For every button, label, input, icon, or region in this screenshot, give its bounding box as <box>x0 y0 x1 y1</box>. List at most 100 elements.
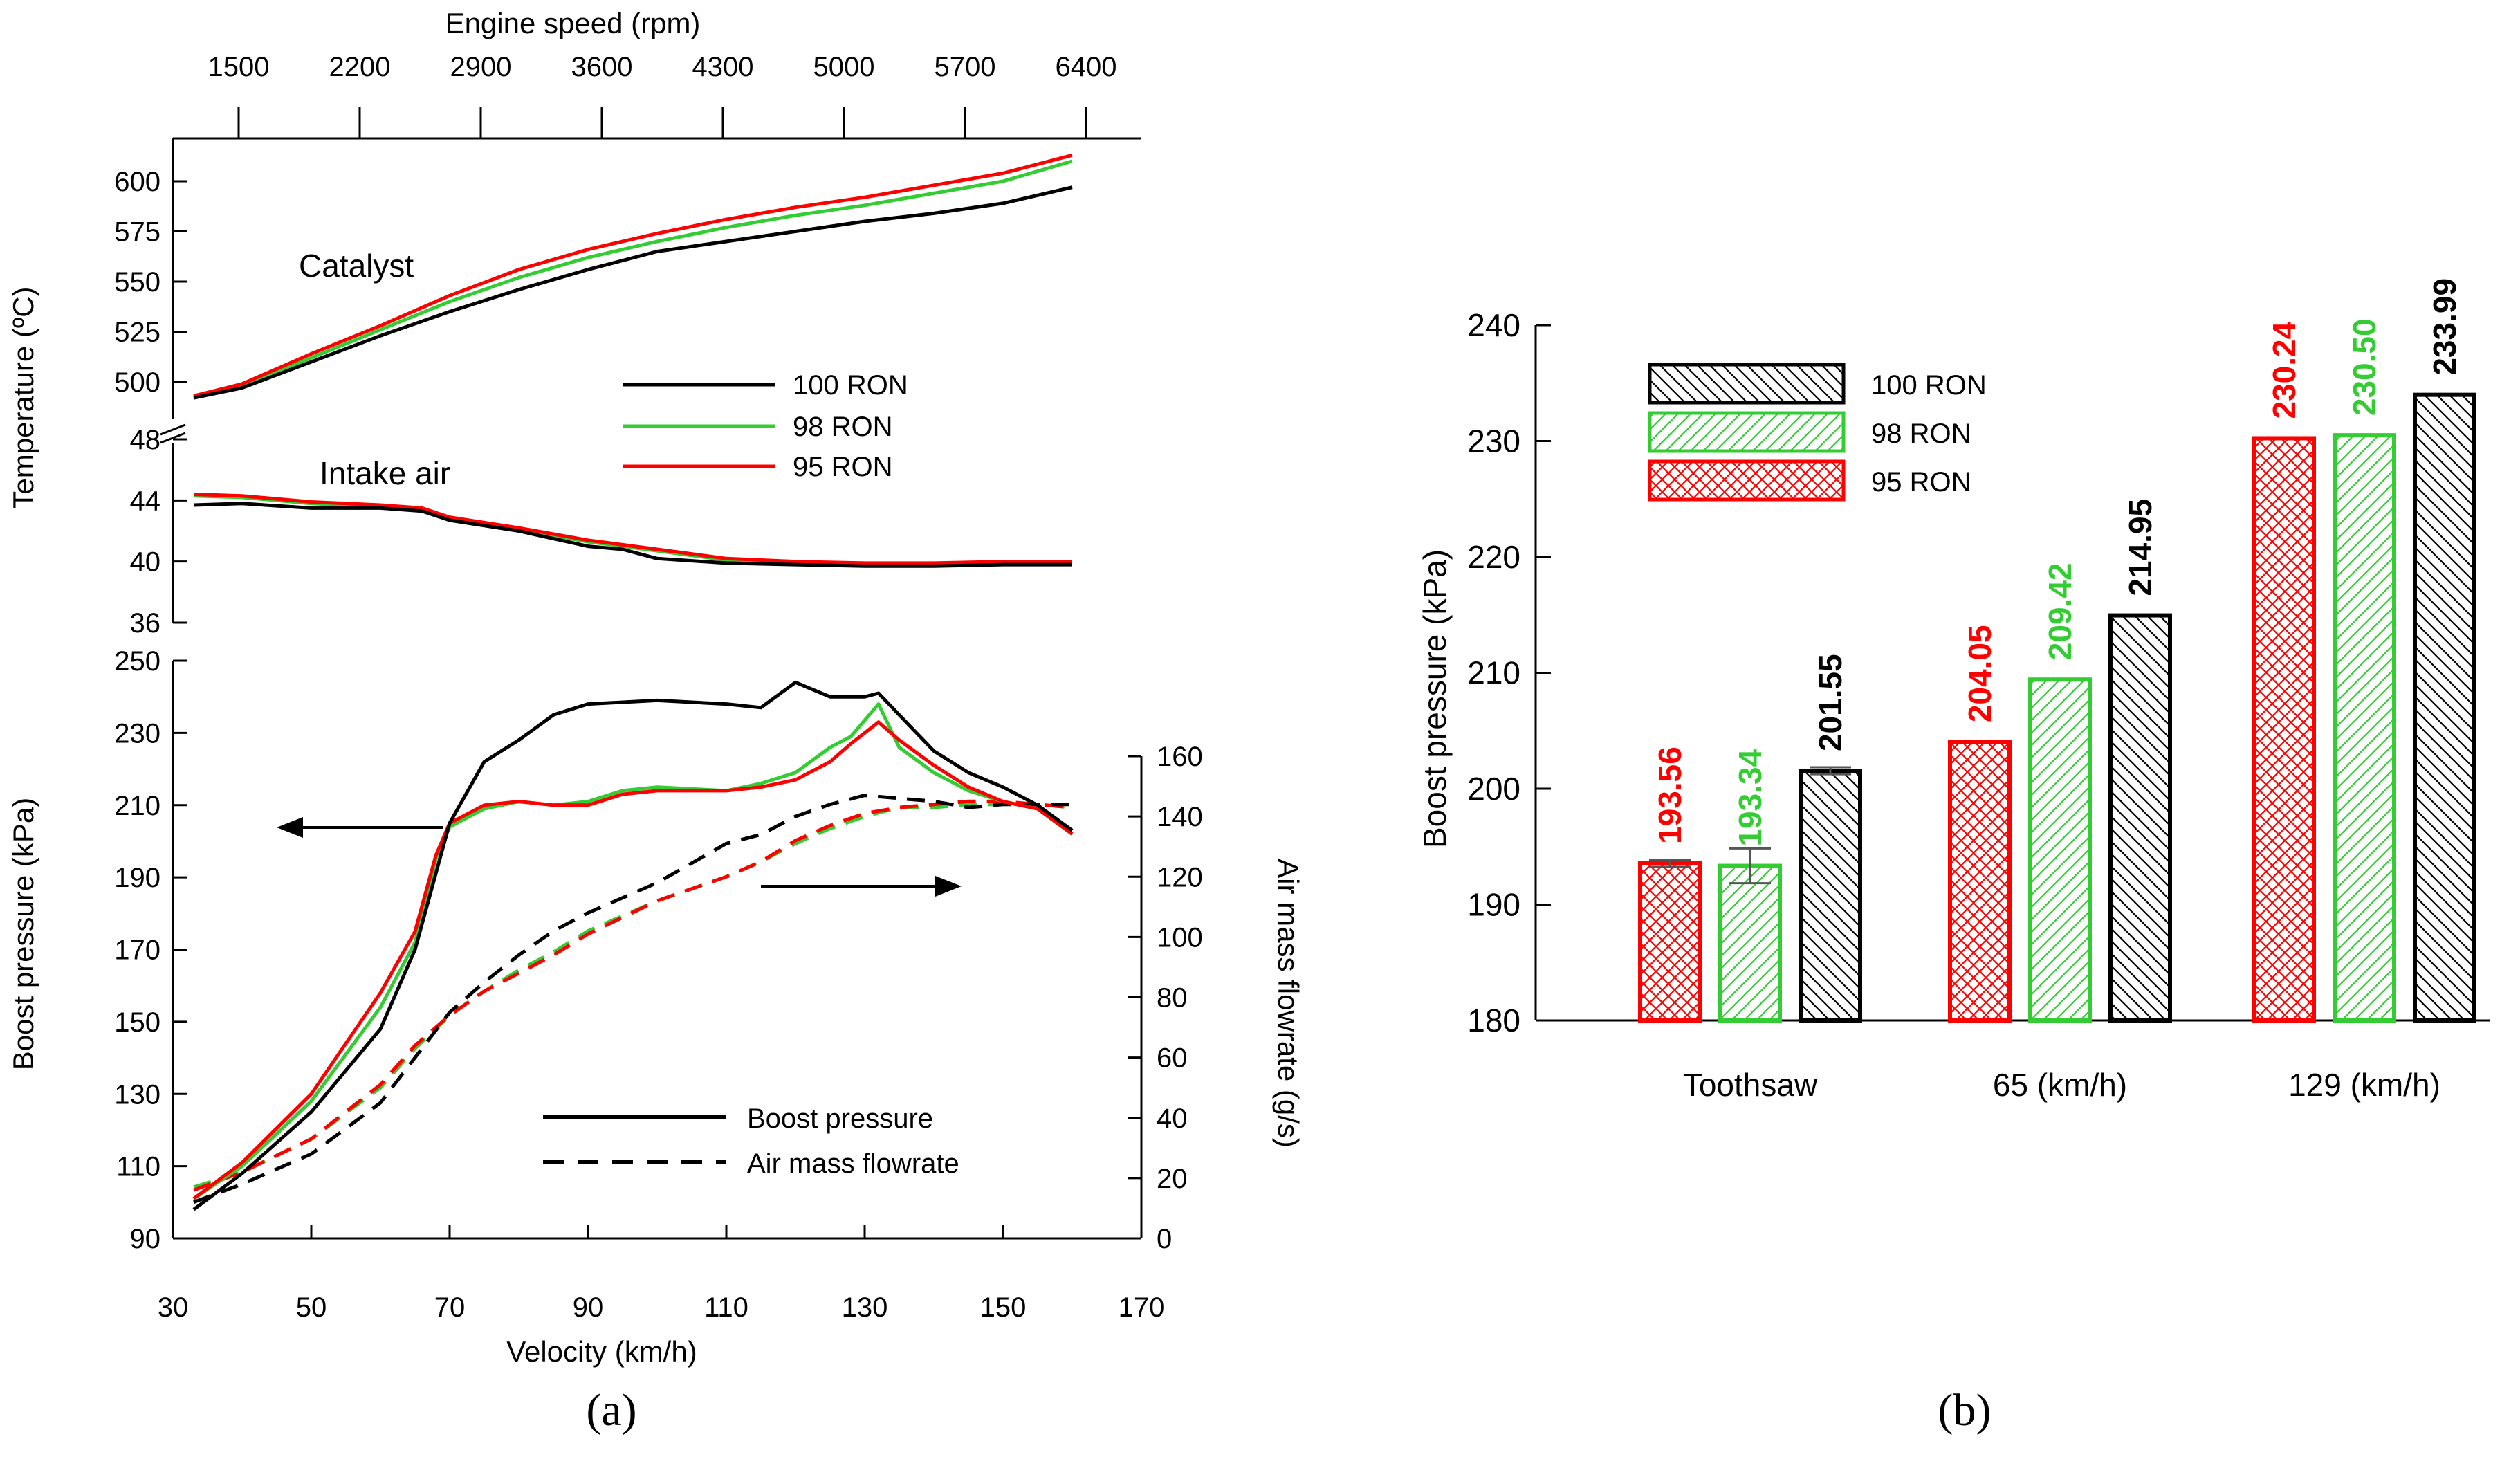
data-label-95-ron-65-km-h: 204.05 <box>1962 625 1998 722</box>
flow-tick-label: 160 <box>1157 742 1203 772</box>
top-tick-label: 2900 <box>450 52 512 82</box>
legend-flow-label: Air mass flowrate <box>747 1148 959 1179</box>
legend-b-98-ron-label: 98 RON <box>1871 419 1971 449</box>
top-axis-label: Engine speed (rpm) <box>445 7 701 39</box>
error-bar-95-ron-toothsaw <box>1649 859 1691 868</box>
x-tick-label: 30 <box>158 1292 189 1323</box>
top-tick-label: 4300 <box>692 52 754 82</box>
catalyst-tick-label: 575 <box>114 217 160 248</box>
legend-b-95-ron-label: 95 RON <box>1871 467 1971 497</box>
boost-tick-label: 170 <box>114 935 160 966</box>
boost-axis-arrow <box>277 817 443 838</box>
boost-tick-label: 150 <box>114 1007 160 1038</box>
panel-b-caption: (b) <box>1938 1385 1992 1436</box>
top-tick-label: 3600 <box>571 52 633 82</box>
flow-tick-label: 100 <box>1157 922 1203 953</box>
panel-b-bars: Toothsaw 193.56 193.34 201.55 65 (km/h) 204.0… <box>1638 278 2476 1103</box>
bar-98-ron-129-km-h <box>2333 433 2396 1023</box>
b-category-label: Toothsaw <box>1683 1067 1818 1103</box>
panel-a-ticks: 1500 2200 2900 3600 4300 5000 5700 640050052555… <box>114 52 1203 1323</box>
flow-tick-label: 80 <box>1157 983 1188 1014</box>
legend-100-ron-swatch <box>1648 363 1846 405</box>
boost-tick-label: 130 <box>114 1079 160 1110</box>
data-label-95-ron-129-km-h: 230.24 <box>2266 321 2302 419</box>
b-y-tick-label: 210 <box>1467 655 1520 691</box>
catalyst-tick-label: 600 <box>114 167 160 197</box>
boost-tick-label: 250 <box>114 646 160 677</box>
boost-tick-label: 90 <box>130 1224 161 1254</box>
intake-tick-label: 40 <box>130 547 161 578</box>
flow-axis-label: Air mass flowrate (g/s) <box>1272 859 1305 1148</box>
legend-98-ron-swatch <box>1648 411 1846 453</box>
intake-line-98-ron <box>193 494 1072 567</box>
b-y-tick-label: 200 <box>1467 771 1520 807</box>
flow-line-100-ron <box>193 794 1072 1204</box>
catalyst-label: Catalyst <box>299 248 414 284</box>
data-label-98-ron-toothsaw: 193.34 <box>1732 749 1768 846</box>
data-label-100-ron-65-km-h: 214.95 <box>2122 499 2158 596</box>
data-label-100-ron-toothsaw: 201.55 <box>1812 654 1848 751</box>
catalyst-tick-label: 500 <box>114 367 160 398</box>
boost-axis-label: Boost pressure (kPa) <box>7 798 39 1071</box>
bar-95-ron-65-km-h <box>1948 740 2012 1023</box>
flow-tick-label: 120 <box>1157 862 1203 892</box>
x-tick-label: 90 <box>573 1292 604 1323</box>
legend-95-ron-swatch <box>1648 459 1846 502</box>
boost-tick-label: 190 <box>114 863 160 893</box>
data-label-98-ron-65-km-h: 209.42 <box>2042 563 2078 661</box>
boost-line-100-ron <box>192 680 1074 1211</box>
boost-tick-label: 110 <box>116 1152 160 1182</box>
boost-line-98-ron <box>192 702 1074 1200</box>
flow-tick-label: 60 <box>1157 1043 1188 1074</box>
x-axis-label: Velocity (km/h) <box>506 1335 697 1368</box>
data-label-98-ron-129-km-h: 230.50 <box>2346 318 2382 416</box>
x-tick-label: 70 <box>434 1292 466 1323</box>
bar-95-ron-toothsaw <box>1638 861 1702 1023</box>
intake-line-95-ron <box>193 493 1072 565</box>
flow-tick-label: 0 <box>1157 1224 1172 1254</box>
flow-axis-arrow <box>761 876 962 897</box>
panel-a-caption: (a) <box>586 1385 636 1436</box>
style-legend: Boost pressure Air mass flowrate <box>543 1103 959 1179</box>
catalyst-line-95-ron <box>193 153 1073 398</box>
bar-100-ron-toothsaw <box>1799 769 1862 1023</box>
catalyst-line-98-ron <box>193 159 1073 398</box>
panel-a-series <box>192 153 1074 1211</box>
bar-legend: 100 RON 98 RON 95 RON <box>1648 363 1987 502</box>
intake-tick-label: 36 <box>130 608 161 639</box>
b-y-axis-label: Boost pressure (kPa) <box>1417 549 1453 848</box>
bar-100-ron-65-km-h <box>2108 613 2172 1023</box>
b-y-tick-label: 220 <box>1467 539 1520 575</box>
bar-98-ron-toothsaw <box>1718 863 1782 1023</box>
bar-100-ron-129-km-h <box>2413 392 2476 1023</box>
flow-line-98-ron <box>193 803 1073 1189</box>
x-tick-label: 110 <box>704 1292 748 1323</box>
b-category-label: 129 (km/h) <box>2288 1067 2440 1103</box>
intake-air-label: Intake air <box>320 455 450 491</box>
boost-tick-label: 230 <box>114 718 160 749</box>
legend-95-ron-label: 95 RON <box>793 452 893 482</box>
legend-boost-label: Boost pressure <box>747 1103 933 1134</box>
x-tick-label: 130 <box>842 1292 888 1323</box>
x-tick-label: 170 <box>1119 1292 1165 1323</box>
bar-98-ron-65-km-h <box>2028 677 2092 1023</box>
legend-100-ron-label: 100 RON <box>793 370 908 401</box>
legend-b-100-ron-label: 100 RON <box>1871 370 1987 401</box>
fuel-legend: 100 RON 98 RON 95 RON <box>623 370 908 482</box>
error-bar-98-ron-toothsaw <box>1729 847 1771 885</box>
x-tick-label: 50 <box>296 1292 327 1323</box>
intake-tick-label: 48 <box>130 425 161 455</box>
error-bar-100-ron-toothsaw <box>1810 766 1851 776</box>
panel-a-axes <box>160 137 1143 1240</box>
b-y-tick-label: 230 <box>1467 423 1520 459</box>
top-tick-label: 1500 <box>208 52 270 82</box>
boost-line-95-ron <box>192 720 1074 1200</box>
catalyst-tick-label: 550 <box>114 267 160 297</box>
top-tick-label: 2200 <box>329 52 391 82</box>
flow-tick-label: 40 <box>1157 1103 1188 1134</box>
data-label-95-ron-toothsaw: 193.56 <box>1652 746 1688 844</box>
legend-98-ron-label: 98 RON <box>793 412 893 442</box>
b-y-tick-label: 180 <box>1467 1002 1520 1038</box>
flow-line-95-ron <box>193 799 1073 1192</box>
